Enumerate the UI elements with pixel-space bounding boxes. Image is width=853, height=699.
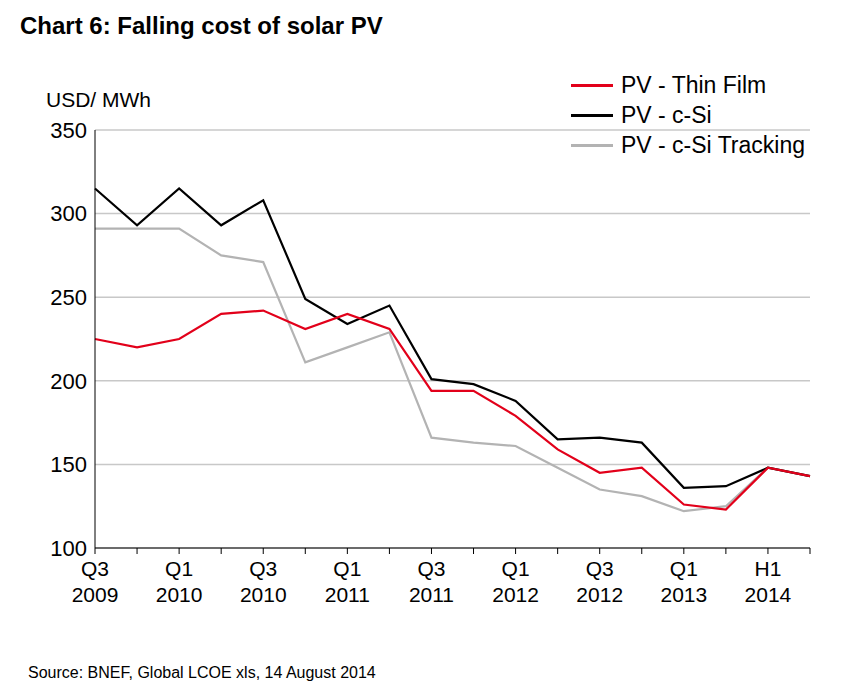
svg-text:Q12013: Q12013 [660, 557, 707, 606]
svg-text:100: 100 [50, 536, 87, 561]
svg-text:Q12012: Q12012 [492, 557, 539, 606]
svg-text:Q32009: Q32009 [72, 557, 119, 606]
svg-text:250: 250 [50, 285, 87, 310]
html-text:Source: BNEF, Global LCOE xls,: Source: BNEF, Global LCOE xls, 14 August… [28, 664, 376, 681]
svg-text:200: 200 [50, 369, 87, 394]
svg-text:Q32012: Q32012 [576, 557, 623, 606]
svg-text:H12014: H12014 [745, 557, 792, 606]
html-text:USD/ MWh: USD/ MWh [46, 88, 151, 111]
svg-text:300: 300 [50, 201, 87, 226]
svg-text:150: 150 [50, 452, 87, 477]
html-text:PV - Thin Film: PV - Thin Film [621, 72, 767, 98]
svg-text:Q12010: Q12010 [156, 557, 203, 606]
html-text:Chart 6: Falling cost of solar: Chart 6: Falling cost of solar PV [20, 12, 383, 39]
html-text:PV - c-Si: PV - c-Si [621, 102, 712, 128]
svg-text:350: 350 [50, 118, 87, 143]
svg-text:Q32011: Q32011 [409, 557, 454, 606]
html-text:PV - c-Si Tracking: PV - c-Si Tracking [621, 132, 805, 158]
svg-text:Q12011: Q12011 [325, 557, 370, 606]
svg-text:Q32010: Q32010 [240, 557, 287, 606]
